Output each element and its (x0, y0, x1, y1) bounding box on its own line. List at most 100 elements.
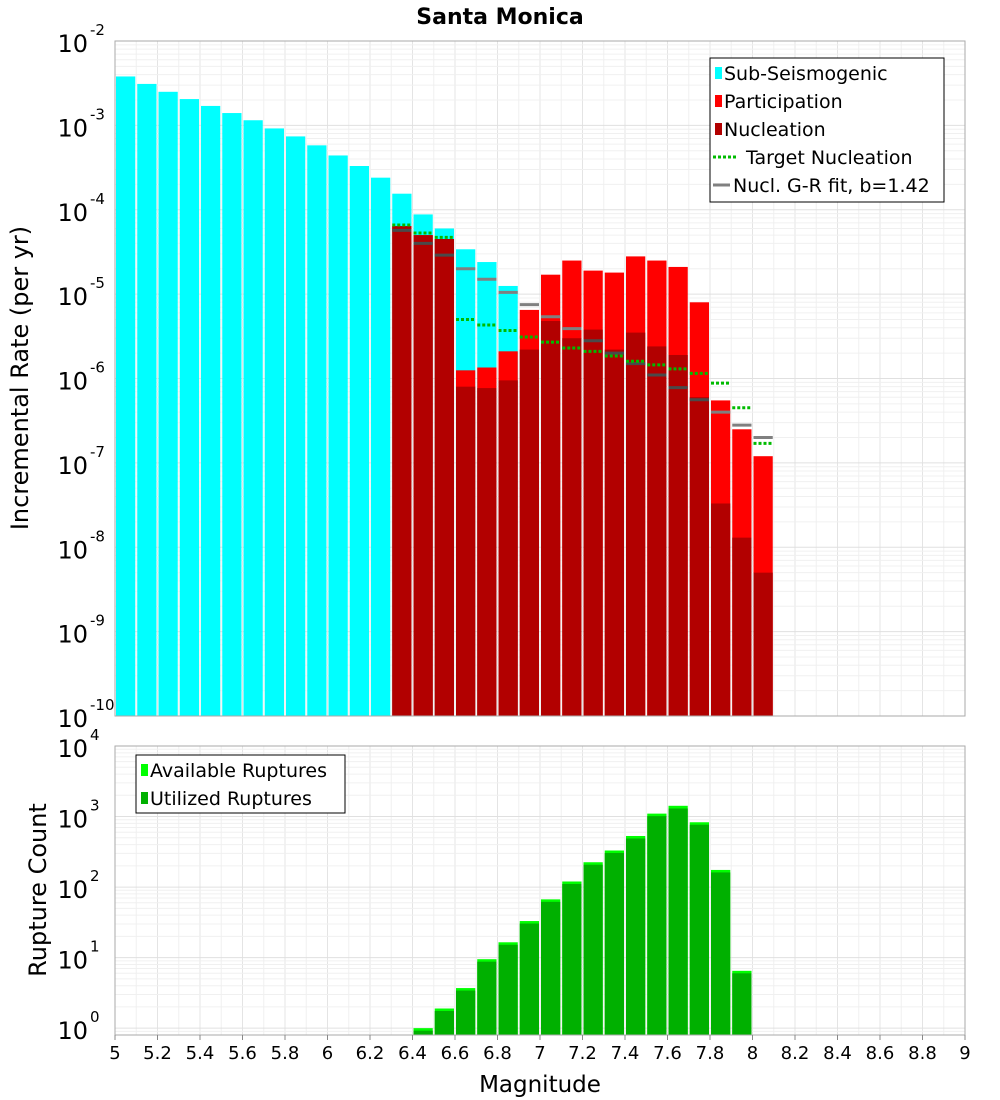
legend-swatch (715, 95, 722, 107)
sub-seismogenic-bar (158, 91, 178, 716)
sub-seismogenic-bar (222, 113, 242, 716)
nucleation-bar (753, 572, 773, 716)
chart-title: Santa Monica (416, 5, 583, 30)
y-tick-exponent: -5 (90, 274, 105, 292)
x-tick-label: 5.2 (143, 1043, 172, 1064)
x-tick-label: 6.6 (441, 1043, 470, 1064)
utilized-ruptures-bar (434, 1011, 454, 1035)
legend-box (709, 57, 945, 203)
top-y-axis-label: Incremental Rate (per yr) (6, 226, 34, 530)
legend-swatch (715, 123, 722, 135)
legend-label: Nucleation (724, 119, 826, 141)
bottom-bars (413, 805, 752, 1035)
y-tick-label: 10 (57, 283, 88, 311)
y-tick-exponent: -7 (90, 443, 105, 461)
utilized-ruptures-bar (413, 1030, 433, 1035)
y-tick-exponent: -6 (90, 359, 105, 377)
sub-seismogenic-bar (201, 105, 221, 717)
x-axis-label: Magnitude (479, 1072, 601, 1098)
legend-box (135, 754, 346, 814)
sub-seismogenic-bar (243, 120, 263, 717)
nucleation-bar (541, 321, 561, 716)
y-tick-exponent: -4 (90, 190, 105, 208)
y-tick-label: 10 (57, 947, 88, 975)
x-tick-label: 6.2 (356, 1043, 385, 1064)
sub-seismogenic-bar (264, 128, 284, 716)
x-tick-label: 7.4 (611, 1043, 640, 1064)
nucleation-bar (668, 354, 688, 716)
utilized-ruptures-bar (541, 901, 561, 1035)
x-tick-label: 5.4 (186, 1043, 215, 1064)
top-plot-frame (114, 40, 966, 717)
x-tick-label: 6.8 (483, 1043, 512, 1064)
bottom-legend: Available Ruptures Utilized Ruptures (135, 754, 346, 814)
legend-label: Sub-Seismogenic (724, 63, 888, 85)
y-tick-label: 10 (57, 199, 88, 227)
x-tick-label: 5 (109, 1043, 120, 1064)
y-tick-exponent: 0 (90, 1008, 100, 1026)
nucleation-bar (647, 346, 667, 716)
x-tick-label: 5.8 (271, 1043, 300, 1064)
top-legend: Sub-Seismogenic Participation Nucleation Ta… (709, 57, 945, 203)
legend-swatch (141, 792, 148, 804)
legend-label: Nucl. G-R fit, b=1.42 (733, 175, 930, 197)
top-bars (116, 76, 773, 717)
x-tick-label: 9 (959, 1043, 970, 1064)
nucleation-bar (583, 329, 603, 716)
y-tick-exponent: -2 (90, 21, 105, 39)
sub-seismogenic-bar (179, 99, 199, 716)
sub-seismogenic-bar (137, 83, 157, 716)
utilized-ruptures-bar (647, 816, 667, 1035)
y-tick-label: 10 (57, 876, 88, 904)
x-tick-label: 6 (322, 1043, 333, 1064)
y-tick-exponent: 4 (90, 726, 100, 744)
y-tick-label: 10 (57, 368, 88, 396)
x-tick-label: 7.6 (653, 1043, 682, 1064)
utilized-ruptures-bar (689, 824, 709, 1035)
nucleation-bar (689, 397, 709, 716)
nucleation-bar (519, 349, 539, 716)
nucleation-bar (626, 332, 646, 716)
y-tick-label: 10 (57, 806, 88, 834)
bottom-grid (114, 745, 966, 1036)
x-tick-label: 7.8 (696, 1043, 725, 1064)
utilized-ruptures-bar (732, 973, 752, 1035)
utilized-ruptures-bar (477, 961, 497, 1035)
y-tick-exponent: 3 (90, 797, 100, 815)
y-tick-exponent: -9 (90, 612, 105, 630)
sub-seismogenic-bar (371, 177, 391, 716)
utilized-ruptures-bar (519, 923, 539, 1035)
top-horizontal-marks (392, 223, 773, 445)
legend-label: Target Nucleation (745, 147, 913, 169)
utilized-ruptures-bar (711, 872, 731, 1035)
x-tick-label: 7.2 (568, 1043, 597, 1064)
y-tick-exponent: -8 (90, 527, 105, 545)
legend-label: Utilized Ruptures (150, 788, 312, 810)
y-tick-label: 10 (57, 30, 88, 58)
nucleation-bar (562, 338, 582, 716)
nucleation-bar (456, 386, 476, 716)
nucleation-bar (434, 239, 454, 716)
nucleation-bar (732, 537, 752, 716)
y-tick-label: 10 (57, 452, 88, 480)
legend-label: Available Ruptures (150, 760, 327, 782)
nucleation-bar (498, 380, 518, 716)
y-tick-label: 10 (57, 735, 88, 763)
x-tick-label: 5.6 (228, 1043, 257, 1064)
legend-swatch (141, 764, 148, 776)
sub-seismogenic-bar (307, 145, 327, 717)
nucleation-bar (413, 235, 433, 716)
nucleation-bar (477, 388, 497, 716)
y-tick-label: 10 (57, 705, 88, 733)
utilized-ruptures-bar (668, 808, 688, 1035)
utilized-ruptures-bar (626, 838, 646, 1035)
x-tick-label: 8 (747, 1043, 758, 1064)
x-tick-label: 8.6 (866, 1043, 895, 1064)
sub-seismogenic-bar (286, 136, 306, 716)
nucleation-bar (604, 349, 624, 716)
nucleation-bar (392, 226, 412, 716)
